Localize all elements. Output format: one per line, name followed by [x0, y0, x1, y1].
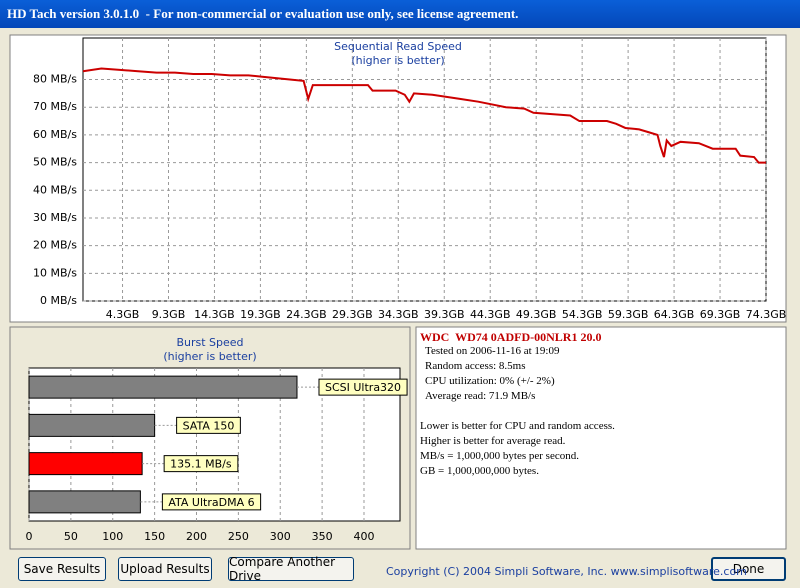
- read-line: [82, 67, 766, 164]
- x-tick-label: 64.3GB: [654, 308, 695, 321]
- x-tick-label: 29.3GB: [332, 308, 373, 321]
- info-line: Random access: 8.5ms: [425, 360, 526, 372]
- y-tick-label: 30 MB/s: [33, 211, 77, 224]
- x-tick-label: 34.3GB: [378, 308, 419, 321]
- info-line: Lower is better for CPU and random acces…: [420, 420, 615, 432]
- info-line: GB = 1,000,000,000 bytes.: [420, 465, 539, 477]
- info-line: Tested on 2006-11-16 at 19:09: [425, 345, 560, 357]
- bar-label: SATA 150: [183, 419, 235, 432]
- info-line: MB/s = 1,000,000 bytes per second.: [420, 450, 579, 462]
- y-tick-label: 60 MB/s: [33, 128, 77, 141]
- label-box: [318, 378, 408, 396]
- charts: 0 MB/s 10 MB/s 20 MB/s 30 MB/s 40 MB/s 50 MB/…: [9, 34, 787, 550]
- chart-subtitle: (higher is better): [351, 54, 444, 67]
- x-tick-label: 400: [353, 530, 374, 543]
- x-tick-label: 14.3GB: [194, 308, 235, 321]
- copyright: Copyright (C) 2004 Simpli Software, Inc.…: [386, 565, 747, 578]
- x-tick-label: 200: [186, 530, 207, 543]
- x-tick-label: 9.3GB: [152, 308, 186, 321]
- y-tick-label: 20 MB/s: [33, 239, 77, 252]
- x-tick-label: 0: [26, 530, 33, 543]
- title-bar: [0, 0, 800, 28]
- x-tick-label: 24.3GB: [286, 308, 327, 321]
- x-tick-label: 54.3GB: [562, 308, 603, 321]
- x-tick-label: 49.3GB: [516, 308, 557, 321]
- button[interactable]: Save Results: [18, 557, 106, 581]
- chart-title: Sequential Read Speed: [334, 40, 462, 53]
- button[interactable]: Compare Another Drive: [228, 555, 354, 583]
- x-tick-label: 150: [144, 530, 165, 543]
- plot-area: [82, 37, 767, 302]
- y-tick-label: 0 MB/s: [40, 294, 77, 307]
- y-tick-label: 80 MB/s: [33, 73, 77, 86]
- info-line: Average read: 71.9 MB/s: [425, 390, 536, 402]
- y-tick-label: 40 MB/s: [33, 183, 77, 196]
- x-tick-label: 69.3GB: [700, 308, 741, 321]
- x-tick-label: 350: [312, 530, 333, 543]
- x-tick-label: 50: [64, 530, 78, 543]
- bar-label: ATA UltraDMA 6: [168, 496, 254, 509]
- x-tick-label: 19.3GB: [240, 308, 281, 321]
- x-tick-label: 4.3GB: [106, 308, 140, 321]
- bar-label: SCSI Ultra320: [325, 381, 401, 394]
- x-tick-label: 44.3GB: [470, 308, 511, 321]
- info-line: CPU utilization: 0% (+/- 2%): [425, 375, 555, 387]
- label-box: [163, 455, 239, 473]
- x-tick-label: 250: [228, 530, 249, 543]
- button[interactable]: Done: [711, 557, 786, 581]
- label-box: [161, 493, 262, 511]
- label-box: [176, 416, 241, 434]
- bar: [28, 452, 143, 476]
- chart-title: Burst Speed: [176, 336, 243, 349]
- y-tick-label: 10 MB/s: [33, 266, 77, 279]
- info-panel: [415, 326, 787, 550]
- info-line: Higher is better for average read.: [420, 435, 566, 447]
- button[interactable]: Upload Results: [118, 557, 212, 581]
- x-tick-label: 59.3GB: [608, 308, 649, 321]
- bar: [28, 375, 298, 399]
- chart-subtitle: (higher is better): [163, 350, 256, 363]
- x-tick-label: 300: [270, 530, 291, 543]
- y-tick-label: 50 MB/s: [33, 156, 77, 169]
- x-tick-label: 74.3GB: [746, 308, 787, 321]
- y-tick-label: 70 MB/s: [33, 100, 77, 113]
- bar: [28, 413, 156, 437]
- bar: [28, 490, 141, 514]
- x-tick-label: 39.3GB: [424, 308, 465, 321]
- bar-label: 135.1 MB/s: [170, 458, 232, 471]
- window-title: HD Tach version 3.0.1.0 - For non-commer…: [7, 6, 519, 21]
- info-title: WDC WD74 0ADFD-00NLR1 20.0: [420, 330, 602, 344]
- x-tick-label: 100: [102, 530, 123, 543]
